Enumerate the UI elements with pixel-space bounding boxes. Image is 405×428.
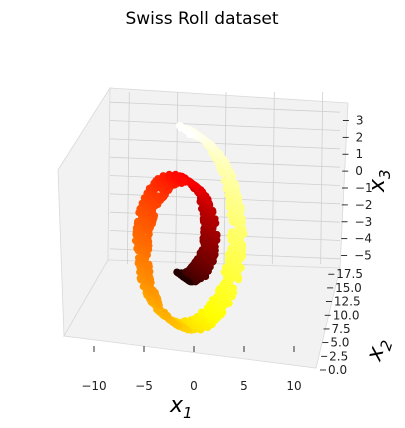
data-point [213,230,221,239]
grid-line [109,120,341,131]
grid-line [271,91,275,265]
x1-tick-label: 0 [190,379,198,393]
x3-ticks: −5 −4 −3 −2 −1 0 1 2 3 [341,113,373,263]
grid-line [320,91,324,265]
data-point [176,175,184,183]
x2-tick-label: 10.0 [333,308,360,322]
x2-tick-label: 7.5 [332,322,351,336]
x3-tick-label: −5 [354,249,372,263]
data-point [170,171,178,179]
grid-line [126,91,130,265]
x3-tick-label: −3 [355,215,373,229]
x1-axis-label: x1 [169,393,193,422]
x1-tick-label: −5 [135,379,153,393]
x3-tick-label: 3 [356,113,364,127]
x1-ticks: −10 −5 0 5 10 [81,346,302,393]
data-point [145,260,153,268]
x3-axis-label: x3 [365,169,394,193]
x2-tick-label: 12.5 [334,295,361,309]
x3-tick-label: 2 [356,130,364,144]
grid-line [109,101,341,113]
x3-tick-label: −2 [355,198,373,212]
x1-tick-label: −10 [81,379,106,393]
x3-tick-label: −4 [354,232,372,246]
x2-tick-label: 5.0 [330,336,349,350]
x2-ticks: 0.02.55.07.510.012.515.017.5 [320,267,363,377]
chart-title: Swiss Roll dataset [125,9,278,29]
x3-tick-label: −1 [355,181,373,195]
data-point [177,124,185,132]
x1-tick-label: 5 [240,379,248,393]
data-point [229,284,238,292]
data-point [186,131,194,139]
x3-tick-label: 0 [355,164,363,178]
swiss-roll-points [131,122,248,334]
data-point [161,308,169,316]
x1-tick-label: 10 [286,379,301,393]
x2-tick-label: 2.5 [329,349,348,363]
x2-axis-label: x2 [362,335,397,366]
data-point [231,179,239,187]
x2-tick-label: 0.0 [328,363,347,377]
x2-tick-label: 17.5 [336,267,363,281]
x3-tick-label: 1 [355,147,363,161]
x2-tick-label: 15.0 [335,281,362,295]
data-point [211,215,219,223]
